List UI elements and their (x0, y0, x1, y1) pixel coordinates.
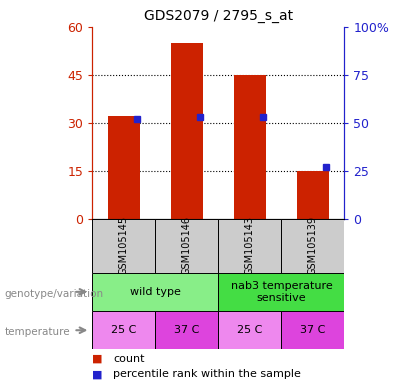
Text: GSM105146: GSM105146 (182, 216, 192, 275)
Text: ■: ■ (92, 369, 103, 379)
Bar (155, 311, 218, 349)
Text: nab3 temperature
sensitive: nab3 temperature sensitive (231, 281, 332, 303)
Bar (171, 43, 203, 219)
Text: percentile rank within the sample: percentile rank within the sample (113, 369, 301, 379)
Bar (155, 219, 218, 273)
Bar (281, 311, 344, 349)
Text: genotype/variation: genotype/variation (4, 289, 103, 299)
Text: GSM105145: GSM105145 (119, 216, 129, 275)
Text: 37 C: 37 C (300, 325, 326, 335)
Bar (297, 171, 329, 219)
Text: 25 C: 25 C (237, 325, 262, 335)
Text: 25 C: 25 C (111, 325, 136, 335)
Text: GSM105143: GSM105143 (245, 216, 255, 275)
Bar (218, 311, 281, 349)
Title: GDS2079 / 2795_s_at: GDS2079 / 2795_s_at (144, 9, 293, 23)
Text: wild type: wild type (130, 287, 181, 297)
Bar (92, 311, 155, 349)
Text: GSM105139: GSM105139 (308, 216, 318, 275)
Text: ■: ■ (92, 354, 103, 364)
Bar (108, 116, 139, 219)
Bar (218, 219, 281, 273)
Bar (281, 219, 344, 273)
Text: 37 C: 37 C (174, 325, 199, 335)
Bar (92, 273, 218, 311)
Text: temperature: temperature (4, 327, 70, 337)
Text: count: count (113, 354, 145, 364)
Bar (92, 219, 155, 273)
Bar (218, 273, 344, 311)
Bar (234, 75, 266, 219)
